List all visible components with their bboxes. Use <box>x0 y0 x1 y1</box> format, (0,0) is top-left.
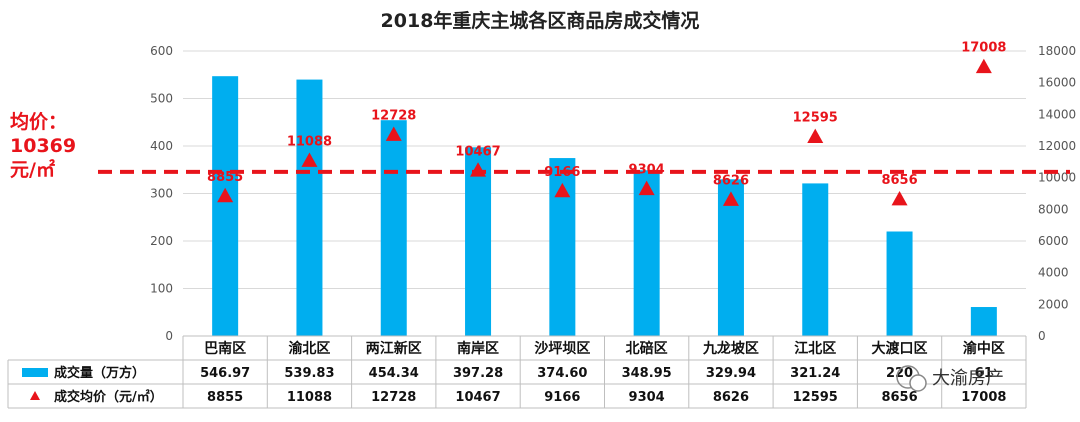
right-tick-label: 2000 <box>1038 297 1069 311</box>
price-table-value: 8855 <box>207 390 243 405</box>
volume-table-value: 546.97 <box>200 366 250 381</box>
right-tick-label: 0 <box>1038 329 1046 343</box>
legend-label-volume: 成交量（万方） <box>54 365 145 381</box>
volume-table-value: 329.94 <box>706 366 756 381</box>
price-data-label: 11088 <box>287 134 332 149</box>
price-data-label: 12728 <box>371 108 416 123</box>
gridlines <box>183 50 1026 337</box>
price-marker-triangle <box>722 191 739 206</box>
category-label: 北碚区 <box>626 340 668 357</box>
category-label: 巴南区 <box>204 340 246 357</box>
average-label-line-3: 元/㎡ <box>10 158 55 181</box>
price-data-label: 8626 <box>713 173 749 188</box>
left-tick-label: 500 <box>150 92 173 106</box>
price-marker-triangle <box>554 182 571 198</box>
volume-table-value: 374.60 <box>537 366 587 381</box>
volume-table-value: 61 <box>975 366 993 381</box>
volume-bar <box>633 170 660 336</box>
volume-bar <box>296 79 323 336</box>
price-data-label: 10467 <box>455 144 500 159</box>
price-markers: 8855 11088 12728 10467 9166 9304 8626 12595 8656… <box>207 41 1006 206</box>
price-marker-triangle <box>638 180 655 196</box>
right-tick-label: 6000 <box>1038 234 1069 248</box>
left-tick-label: 0 <box>165 329 173 343</box>
chart-title: 2018年重庆主城各区商品房成交情况 <box>381 9 700 32</box>
price-marker-triangle <box>975 58 992 74</box>
price-data-label: 8855 <box>207 170 243 185</box>
data-table: 巴南区 546.97 8855 渝北区 539.83 11088 两江新区 454.34 127… <box>7 335 1027 409</box>
left-tick-label: 400 <box>150 139 173 153</box>
right-tick-label: 18000 <box>1038 44 1076 58</box>
right-tick-label: 16000 <box>1038 76 1076 90</box>
volume-table-value: 539.83 <box>284 366 334 381</box>
price-table-value: 11088 <box>287 390 332 405</box>
category-label: 两江新区 <box>366 340 422 357</box>
volume-table-value: 454.34 <box>369 366 419 381</box>
volume-table-value: 397.28 <box>453 366 503 381</box>
price-table-value: 8626 <box>713 390 749 405</box>
volume-bar <box>380 120 407 336</box>
category-label: 南岸区 <box>457 340 499 357</box>
right-tick-label: 4000 <box>1038 266 1069 280</box>
right-axis-ticks: 0 2000 4000 6000 8000 10000 12000 14000 16000 180… <box>1038 44 1076 343</box>
price-data-label: 9304 <box>629 163 665 178</box>
volume-bar <box>802 183 829 336</box>
price-data-label: 8656 <box>881 173 917 188</box>
average-label-line-1: 均价： <box>10 110 67 133</box>
legend-key-price <box>30 391 40 400</box>
category-label: 渝中区 <box>963 340 1005 357</box>
left-tick-label: 300 <box>150 187 173 201</box>
price-table-value: 17008 <box>961 390 1006 405</box>
price-table-value: 9166 <box>544 390 580 405</box>
volume-table-value: 321.24 <box>790 366 840 381</box>
left-tick-label: 200 <box>150 234 173 248</box>
price-table-value: 10467 <box>455 390 500 405</box>
left-tick-label: 600 <box>150 44 173 58</box>
category-label: 渝北区 <box>288 340 330 357</box>
category-label: 大渡口区 <box>872 340 928 357</box>
price-table-value: 12595 <box>793 390 838 405</box>
right-tick-label: 12000 <box>1038 139 1076 153</box>
price-marker-triangle <box>891 190 908 206</box>
average-label-line-2: 10369 <box>10 135 76 157</box>
price-data-label: 9166 <box>544 165 580 180</box>
category-label: 江北区 <box>794 340 836 357</box>
right-tick-label: 14000 <box>1038 107 1076 121</box>
price-marker-triangle <box>385 126 402 141</box>
price-marker-triangle <box>217 187 234 203</box>
price-marker-triangle <box>807 128 824 143</box>
price-table-value: 9304 <box>629 390 665 405</box>
price-table-value: 8656 <box>881 390 917 405</box>
category-label: 沙坪坝区 <box>534 341 590 357</box>
volume-table-value: 348.95 <box>622 366 672 381</box>
left-axis-ticks: 0 100 200 300 400 500 600 <box>150 44 173 343</box>
volume-bar <box>886 231 913 336</box>
volume-table-value: 220 <box>886 366 913 381</box>
right-tick-label: 10000 <box>1038 171 1076 185</box>
price-table-value: 12728 <box>371 390 416 405</box>
price-data-label: 12595 <box>793 111 838 126</box>
legend-key-volume <box>22 368 48 377</box>
price-marker-triangle <box>301 152 318 167</box>
legend-label-price: 成交均价（元/㎡） <box>54 389 163 405</box>
watermark: 大渝房产 <box>896 365 1004 392</box>
right-tick-label: 8000 <box>1038 202 1069 216</box>
wechat-icon-bubble <box>909 374 927 392</box>
volume-bars <box>212 76 997 337</box>
watermark-text: 大渝房产 <box>932 368 1004 389</box>
volume-bar <box>970 307 997 336</box>
price-marker-triangle <box>470 162 487 177</box>
volume-bar <box>212 76 239 337</box>
volume-bar <box>465 147 492 336</box>
category-label: 九龙坡区 <box>702 340 759 357</box>
left-tick-label: 100 <box>150 282 173 296</box>
price-data-label: 17008 <box>961 41 1006 56</box>
average-price-label: 均价： 10369 元/㎡ <box>10 110 76 181</box>
